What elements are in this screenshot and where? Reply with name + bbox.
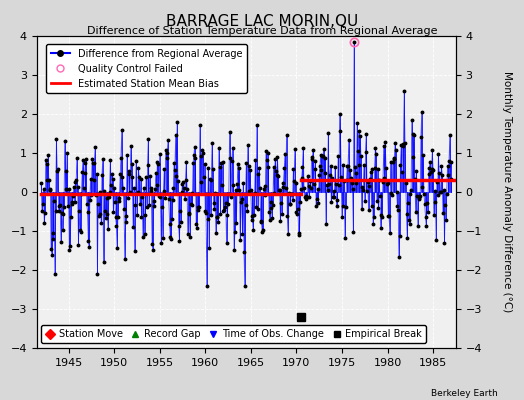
Text: Berkeley Earth: Berkeley Earth <box>431 389 498 398</box>
Text: BARRAGE LAC MORIN,QU: BARRAGE LAC MORIN,QU <box>166 14 358 29</box>
Text: Difference of Station Temperature Data from Regional Average: Difference of Station Temperature Data f… <box>87 26 437 36</box>
Legend: Station Move, Record Gap, Time of Obs. Change, Empirical Break: Station Move, Record Gap, Time of Obs. C… <box>41 325 426 343</box>
Y-axis label: Monthly Temperature Anomaly Difference (°C): Monthly Temperature Anomaly Difference (… <box>501 71 511 313</box>
